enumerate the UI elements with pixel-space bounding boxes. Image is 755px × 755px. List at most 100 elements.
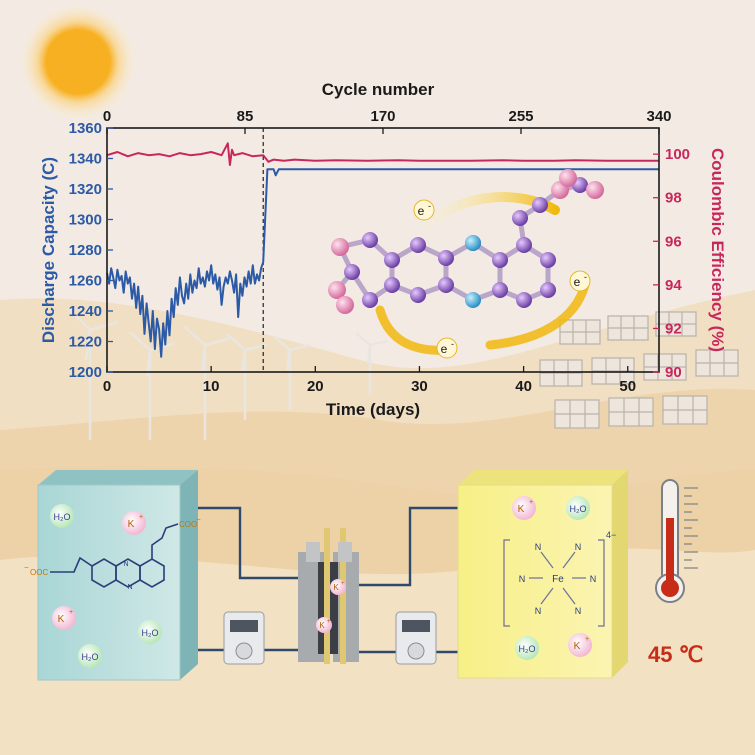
- nitrogen-label: N: [123, 561, 128, 568]
- complex-charge: 4−: [606, 530, 616, 540]
- y-right-tick-label: 90: [665, 364, 682, 381]
- nitrogen-label: N: [127, 584, 132, 591]
- y-left-tick-label: 1240: [69, 303, 102, 320]
- carboxylate-left-charge: −: [24, 563, 29, 572]
- chart-axes: 0 10 20 30 40 50 Time (days) 0 85 170 255 340 Cycle …: [39, 80, 727, 419]
- y-right-tick-label: 92: [665, 320, 682, 337]
- potassium-label: K: [128, 519, 135, 530]
- potassium-charge: +: [341, 581, 345, 587]
- carbon-atom: [492, 252, 508, 268]
- chart: 0 10 20 30 40 50 Time (days) 0 85 170 255 340 Cycle …: [39, 80, 727, 419]
- y-left-tick-label: 1320: [69, 181, 102, 198]
- electron-charge: -: [451, 339, 454, 349]
- cell-ions: K + K +: [316, 579, 346, 633]
- cyano-n-label: N: [535, 542, 542, 552]
- water-label: H₂O: [570, 504, 587, 514]
- cyano-n-label: N: [535, 606, 542, 616]
- carbon-atom: [344, 264, 360, 280]
- carbon-atom: [540, 252, 556, 268]
- carbon-atom: [492, 282, 508, 298]
- electron-badge: [569, 270, 591, 292]
- y-left-tick-label: 1300: [69, 212, 102, 229]
- top-tick-label: 0: [103, 108, 111, 125]
- carbon-atom: [362, 232, 378, 248]
- y-left-tick-label: 1360: [69, 120, 102, 137]
- y-right-tick-label: 96: [665, 233, 682, 250]
- carbon-atom: [438, 250, 454, 266]
- potassium-charge: +: [69, 609, 73, 616]
- carboxylate-charge: −: [196, 515, 201, 524]
- potassium-label: K: [518, 504, 525, 515]
- oxygen-atom: [586, 181, 604, 199]
- carbon-atom: [532, 197, 548, 213]
- coulombic-efficiency-line: [106, 142, 659, 166]
- top-tick-label: 340: [646, 108, 671, 125]
- potassium-charge: +: [585, 636, 589, 643]
- x-tick-label: 10: [203, 378, 220, 395]
- cyano-n-label: N: [590, 574, 597, 584]
- potassium-charge: +: [139, 514, 143, 521]
- cyano-n-label: N: [575, 542, 582, 552]
- y-left-tick-label: 1260: [69, 273, 102, 290]
- electron-label: e: [574, 275, 581, 289]
- top-tick-label: 85: [237, 108, 254, 125]
- posolyte-tank: [457, 470, 628, 679]
- x-tick-label: 0: [103, 378, 111, 395]
- flow-battery-diagram: H₂O K + K + H₂O H₂O N N COO − OOC: [24, 470, 703, 681]
- y-right-tick-label: 100: [665, 146, 690, 163]
- pump-left: [223, 611, 265, 665]
- y-left-tick-label: 1220: [69, 334, 102, 351]
- x-tick-label: 50: [619, 378, 636, 395]
- negolyte-tank: [37, 470, 198, 681]
- y-left-tick-label: 1340: [69, 151, 102, 168]
- carbon-atom: [540, 282, 556, 298]
- potassium-charge: +: [529, 499, 533, 506]
- oxygen-atom: [336, 296, 354, 314]
- potassium-charge: +: [327, 619, 331, 625]
- carbon-atom: [516, 292, 532, 308]
- carbon-atom: [410, 237, 426, 253]
- oxygen-atom: [328, 281, 346, 299]
- electron-label: e: [418, 204, 425, 218]
- pump-right: [395, 611, 437, 665]
- potassium-label: K: [58, 614, 65, 625]
- flow-cell: [298, 528, 359, 664]
- electron-badge: [436, 337, 458, 359]
- molecule-illustration: e -e -e -: [328, 169, 604, 359]
- y-left-tick-label: 1280: [69, 242, 102, 259]
- x-axis-title: Time (days): [326, 400, 420, 419]
- y-right-axis-title: Coulombic Efficiency (%): [708, 148, 727, 352]
- ferrocyanide-structure: [503, 539, 605, 627]
- y-left-tick-label: 1200: [69, 364, 102, 381]
- iron-label: Fe: [552, 574, 564, 585]
- carbon-atom: [384, 252, 400, 268]
- carbon-atom: [438, 277, 454, 293]
- carboxylate-left-label: OOC: [30, 568, 48, 577]
- y-right-tick-label: 98: [665, 190, 682, 207]
- cyano-n-label: N: [575, 606, 582, 616]
- carbon-atom: [512, 210, 528, 226]
- electron-arc: [485, 280, 590, 350]
- x-tick-label: 20: [307, 378, 324, 395]
- temperature-label: 45 ℃: [648, 642, 703, 667]
- top-tick-label: 170: [370, 108, 395, 125]
- water-label: H₂O: [142, 628, 159, 638]
- discharge-capacity-line: [106, 168, 659, 358]
- phenazine-structure: [50, 523, 179, 588]
- top-axis-title: Cycle number: [322, 80, 435, 99]
- carbon-atom: [362, 292, 378, 308]
- carbon-atom: [516, 237, 532, 253]
- cyano-n-label: N: [519, 574, 526, 584]
- potassium-label: K: [574, 641, 581, 652]
- solar-panels-icon: [539, 311, 739, 429]
- electron-charge: -: [428, 201, 431, 211]
- top-tick-label: 255: [508, 108, 533, 125]
- potassium-label: K: [333, 583, 339, 592]
- electron-badge: [413, 199, 435, 221]
- nitrogen-atom: [465, 235, 481, 251]
- water-label: H₂O: [82, 652, 99, 662]
- oxygen-atom: [331, 238, 349, 256]
- potassium-label: K: [319, 621, 325, 630]
- carbon-atom: [410, 287, 426, 303]
